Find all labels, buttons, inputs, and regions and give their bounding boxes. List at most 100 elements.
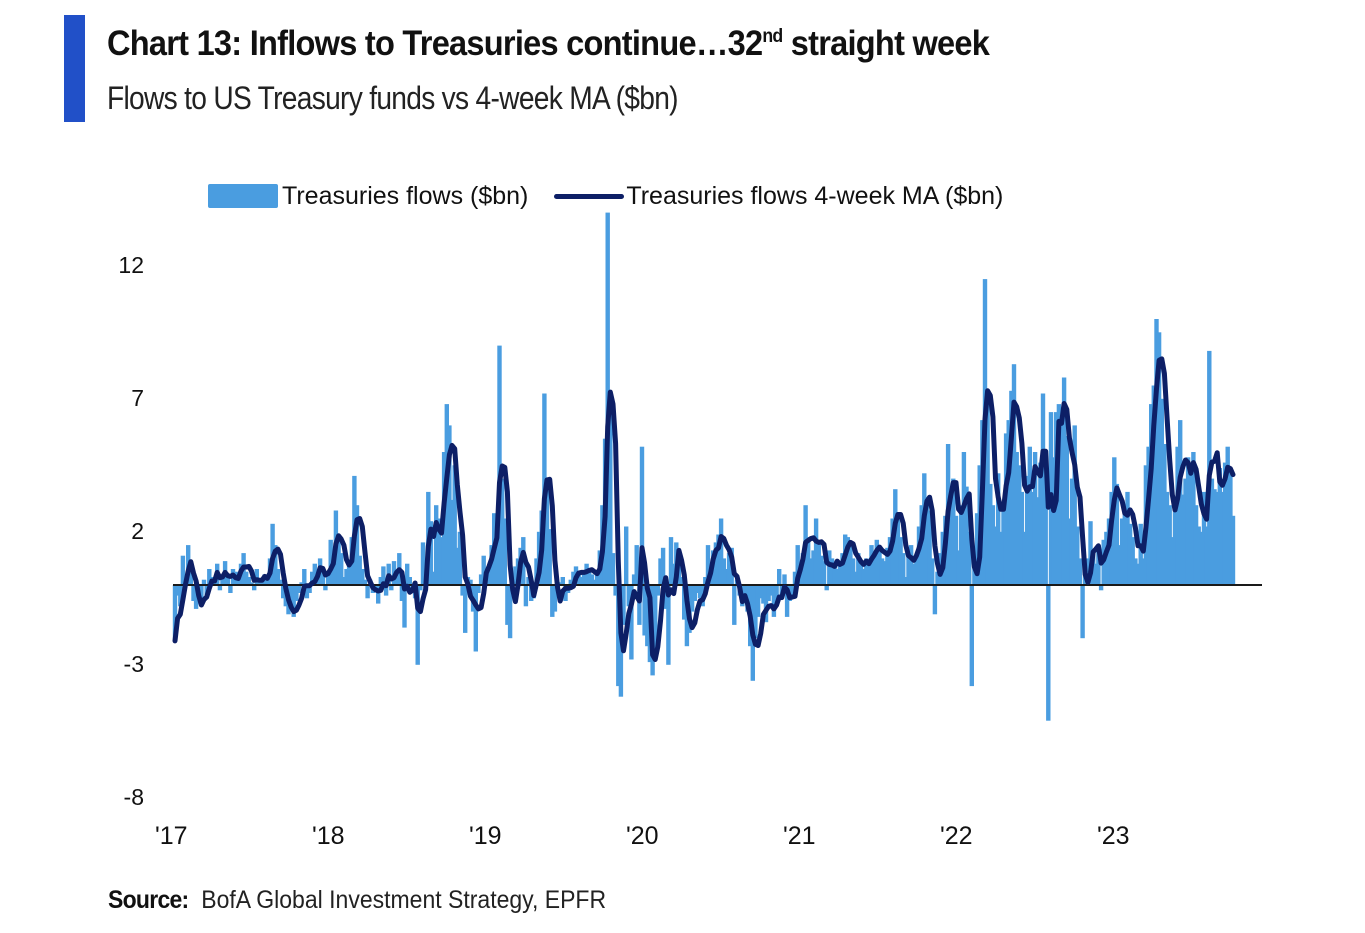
flow-bar <box>1209 478 1215 585</box>
flow-bar <box>568 579 573 585</box>
chart-title-superscript: nd <box>762 26 783 47</box>
flow-bar <box>217 585 223 591</box>
flow-bar <box>705 545 711 585</box>
flow-bar <box>478 574 484 585</box>
flow-bar <box>547 529 552 585</box>
flow-bar <box>415 585 420 665</box>
flow-bar <box>732 585 737 625</box>
flow-bar <box>608 412 613 585</box>
flow-bar <box>1017 465 1022 585</box>
flow-bar <box>304 585 310 599</box>
flow-bar <box>795 545 800 585</box>
flow-bar <box>811 550 816 585</box>
flow-bar <box>188 569 193 585</box>
flow-bar <box>594 571 600 585</box>
flow-bar <box>1199 531 1204 585</box>
flow-bar <box>806 537 811 585</box>
flow-bar <box>360 569 365 585</box>
flow-bar <box>763 585 769 623</box>
flow-bar <box>658 558 663 585</box>
flow-bar <box>1212 489 1217 585</box>
flow-bar <box>1051 457 1056 585</box>
flow-bar <box>1191 452 1196 585</box>
flow-bar <box>1228 473 1233 585</box>
flow-bar <box>742 585 748 601</box>
flow-bar <box>336 539 341 585</box>
flow-bar <box>576 574 581 585</box>
flow-bar <box>579 577 584 585</box>
flow-bar <box>837 563 843 585</box>
flow-bar <box>1006 420 1011 585</box>
flow-bar <box>758 585 763 599</box>
flow-bar <box>1138 523 1143 585</box>
flow-bar <box>969 585 974 687</box>
flow-bar <box>281 585 286 599</box>
flow-bar <box>526 577 531 585</box>
flow-bar <box>631 574 637 585</box>
flow-bar <box>534 558 539 585</box>
flow-bar <box>771 585 777 617</box>
flow-bar <box>1064 436 1069 585</box>
flow-bar <box>1220 491 1225 585</box>
flow-bar <box>1217 468 1222 585</box>
flow-bar <box>265 577 270 585</box>
flow-bar <box>560 577 565 585</box>
source-label: Source: <box>108 886 189 914</box>
flow-bar <box>887 537 893 585</box>
flow-bar <box>895 513 901 585</box>
flow-bar <box>455 547 460 585</box>
flow-bar <box>544 483 550 585</box>
flow-bar <box>610 553 616 585</box>
flow-bar <box>1030 491 1035 585</box>
flow-bar <box>505 585 510 625</box>
flow-bar <box>1156 332 1162 585</box>
flow-bar <box>481 555 486 585</box>
source-text: BofA Global Investment Strategy, EPFR <box>201 886 607 914</box>
flow-bar <box>721 558 726 585</box>
flow-bar <box>1122 505 1127 585</box>
flow-bar <box>908 545 914 585</box>
chart-title-main: Chart 13: Inflows to Treasuries continue… <box>107 24 763 63</box>
flow-bar <box>1072 425 1077 585</box>
flow-bar <box>1077 558 1083 585</box>
flow-bar <box>175 585 180 596</box>
flow-bar <box>808 558 814 585</box>
flow-bar <box>626 585 631 607</box>
flow-bar <box>782 574 787 585</box>
flow-bar <box>1130 537 1135 585</box>
flow-bar <box>193 585 199 609</box>
y-tick-label: -3 <box>123 651 144 677</box>
flow-bar <box>1117 545 1122 585</box>
flow-bar <box>254 569 259 585</box>
x-tick-label: '18 <box>312 822 345 850</box>
flow-bar <box>312 563 317 585</box>
flow-bar <box>829 558 835 585</box>
flow-bar <box>302 569 307 585</box>
flow-bar <box>452 465 457 585</box>
flow-bar <box>819 555 824 585</box>
flow-bar <box>642 585 647 636</box>
flow-bar <box>1043 452 1048 585</box>
chart-subtitle: Flows to US Treasury funds vs 4-week MA … <box>107 80 679 116</box>
chart-legend: Treasuries flows ($bn) Treasuries flows … <box>208 180 1003 212</box>
flow-bar <box>523 585 529 607</box>
flow-bar <box>660 547 666 585</box>
flow-bar <box>956 550 961 585</box>
flow-bar <box>325 571 331 585</box>
flow-bar <box>1170 537 1175 585</box>
flow-bar <box>344 569 349 585</box>
flow-bar <box>853 571 858 585</box>
flow-bar <box>294 585 299 601</box>
flow-bar <box>447 425 452 585</box>
flow-bar <box>1069 478 1075 585</box>
flow-bar <box>581 571 587 585</box>
flow-bar <box>1035 497 1040 585</box>
flow-bar <box>1038 462 1043 585</box>
flow-bar <box>697 585 703 599</box>
flow-bar <box>1180 494 1186 585</box>
flow-bar <box>1040 393 1046 585</box>
flow-bar <box>1135 563 1141 585</box>
flow-bar <box>679 577 684 585</box>
flow-bar <box>959 505 964 585</box>
